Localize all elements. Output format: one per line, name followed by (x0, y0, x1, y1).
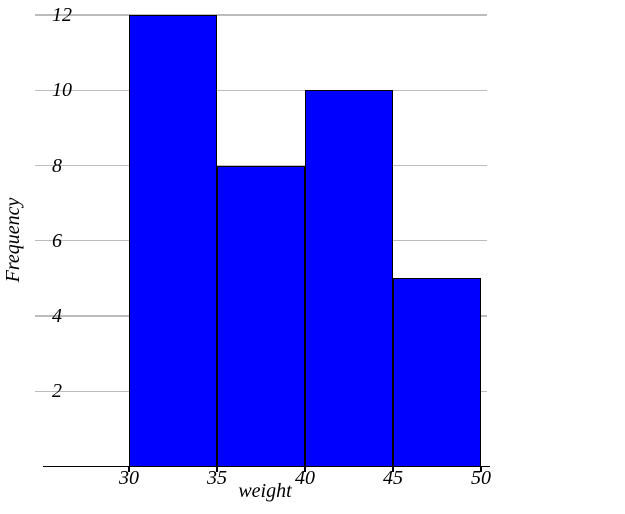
x-axis-tick (392, 466, 394, 472)
x-axis-line (43, 465, 490, 468)
x-axis-tick (216, 466, 218, 472)
x-tick-label: 50 (471, 466, 491, 489)
histogram-bar (393, 278, 481, 467)
x-tick-label: 30 (119, 466, 139, 489)
y-tick-label: 4 (52, 305, 62, 327)
x-tick-label: 45 (383, 466, 403, 489)
x-axis-tick (128, 466, 130, 472)
y-tick-label: 6 (52, 229, 62, 252)
histogram-bar (129, 15, 217, 467)
x-tick-label: 40 (295, 466, 315, 489)
x-axis-tick (304, 466, 306, 472)
x-axis-tick (480, 466, 482, 472)
gridline (35, 89, 487, 91)
y-axis-title: Frequency (2, 197, 24, 283)
gridline (35, 14, 487, 16)
x-tick-label: 35 (207, 466, 227, 489)
y-tick-label: 10 (52, 79, 72, 102)
y-tick-label: 8 (52, 154, 62, 177)
y-tick-label: 2 (52, 380, 62, 403)
histogram-bar (305, 90, 393, 467)
y-tick-label: 12 (52, 4, 72, 26)
gridline (35, 164, 487, 167)
histogram-bar (217, 165, 305, 467)
x-axis-title: weight (238, 480, 292, 502)
